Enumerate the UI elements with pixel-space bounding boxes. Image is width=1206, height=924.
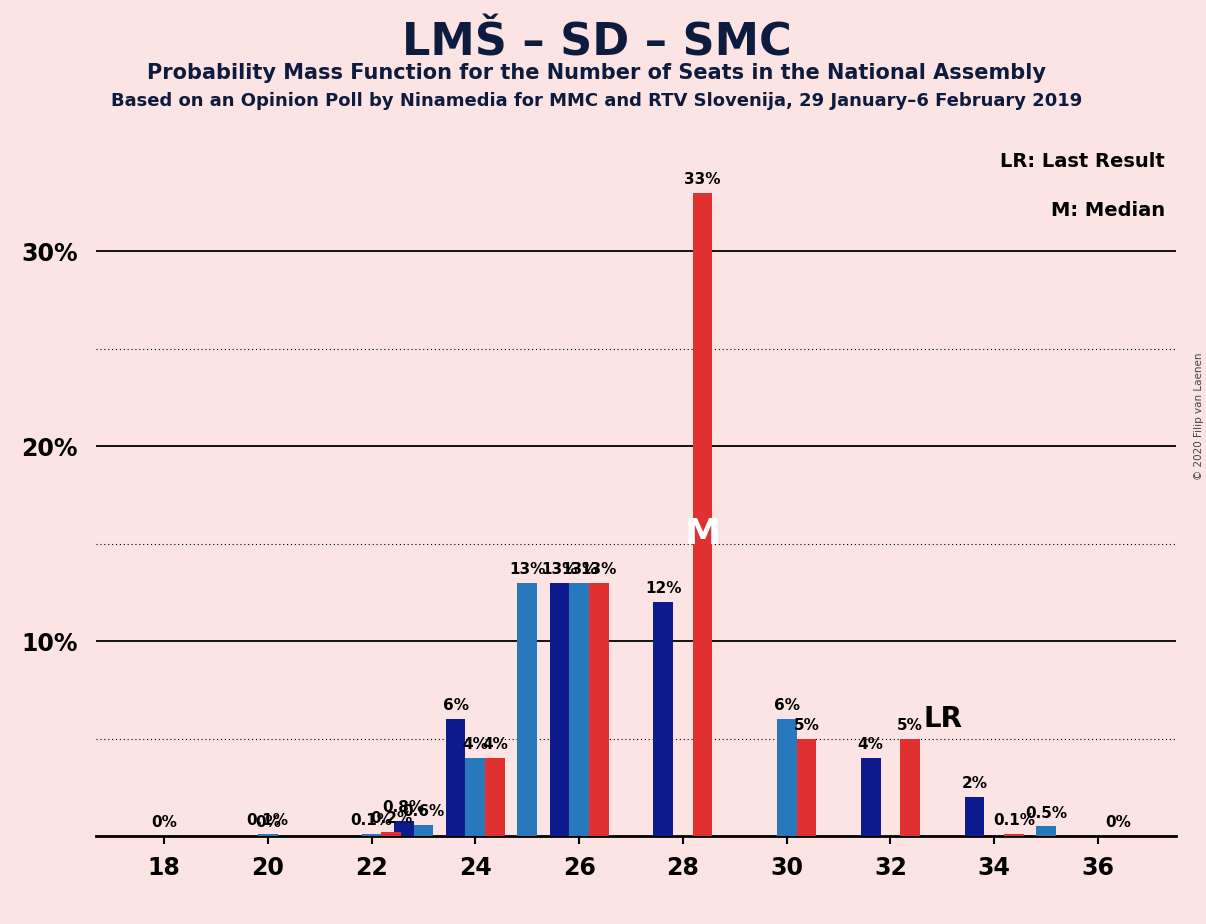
Bar <box>901 738 920 836</box>
Text: 0%: 0% <box>1105 815 1131 831</box>
Text: 33%: 33% <box>684 172 721 187</box>
Text: 12%: 12% <box>645 581 681 596</box>
Text: 4%: 4% <box>462 737 488 752</box>
Bar <box>1005 834 1024 836</box>
Text: 13%: 13% <box>580 562 617 577</box>
Text: 6%: 6% <box>774 699 800 713</box>
Bar <box>654 602 673 836</box>
Bar <box>485 759 505 836</box>
Text: 0.1%: 0.1% <box>351 813 392 829</box>
Text: Based on an Opinion Poll by Ninamedia for MMC and RTV Slovenija, 29 January–6 Fe: Based on an Opinion Poll by Ninamedia fo… <box>111 92 1083 110</box>
Text: 0.2%: 0.2% <box>370 811 412 826</box>
Bar <box>692 192 713 836</box>
Text: M: M <box>685 517 721 551</box>
Text: Probability Mass Function for the Number of Seats in the National Assembly: Probability Mass Function for the Number… <box>147 63 1047 83</box>
Text: 6%: 6% <box>443 699 469 713</box>
Text: 0.6%: 0.6% <box>403 804 445 819</box>
Text: LR: LR <box>924 705 962 733</box>
Bar <box>446 719 466 836</box>
Text: 0%: 0% <box>254 815 281 831</box>
Text: 13%: 13% <box>561 562 597 577</box>
Bar <box>466 759 485 836</box>
Bar <box>1036 826 1056 836</box>
Text: 0.5%: 0.5% <box>1025 806 1067 821</box>
Bar <box>381 833 402 836</box>
Text: 13%: 13% <box>509 562 545 577</box>
Text: 13%: 13% <box>541 562 578 577</box>
Text: 2%: 2% <box>961 776 988 791</box>
Text: 0.1%: 0.1% <box>993 813 1035 829</box>
Bar <box>861 759 880 836</box>
Text: 0.8%: 0.8% <box>382 800 425 815</box>
Bar <box>965 797 984 836</box>
Text: LR: Last Result: LR: Last Result <box>1000 152 1165 171</box>
Bar <box>796 738 816 836</box>
Text: © 2020 Filip van Laenen: © 2020 Filip van Laenen <box>1194 352 1204 480</box>
Bar <box>777 719 796 836</box>
Text: 5%: 5% <box>794 718 819 733</box>
Bar <box>589 583 609 836</box>
Text: 5%: 5% <box>897 718 923 733</box>
Bar <box>362 834 381 836</box>
Text: 0%: 0% <box>151 815 177 831</box>
Bar <box>517 583 537 836</box>
Bar <box>550 583 569 836</box>
Text: 0.1%: 0.1% <box>247 813 288 829</box>
Bar <box>569 583 589 836</box>
Text: LMŠ – SD – SMC: LMŠ – SD – SMC <box>402 21 792 65</box>
Bar <box>414 824 433 836</box>
Text: M: Median: M: Median <box>1050 201 1165 220</box>
Text: 4%: 4% <box>857 737 884 752</box>
Bar <box>258 834 277 836</box>
Text: 4%: 4% <box>482 737 508 752</box>
Bar <box>394 821 414 836</box>
